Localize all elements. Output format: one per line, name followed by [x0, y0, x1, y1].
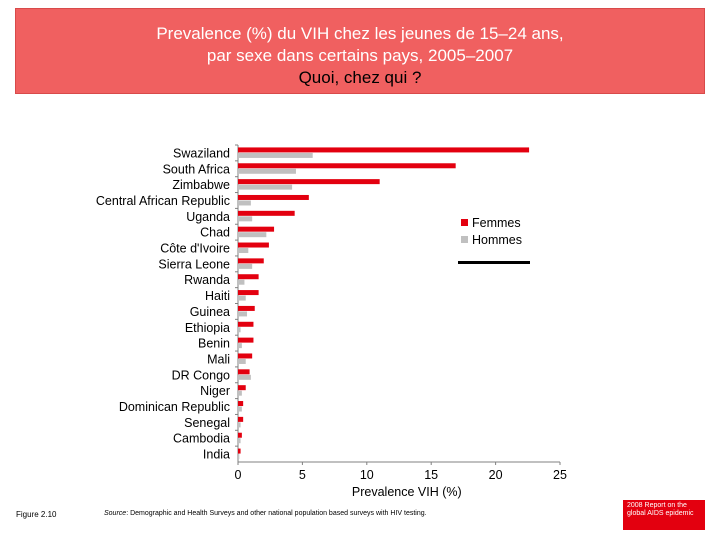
bar-hommes-1	[238, 168, 296, 174]
bar-hommes-12	[238, 343, 242, 349]
legend-label-femmes: Femmes	[472, 216, 521, 230]
chart-subtitle: Quoi, chez qui ?	[298, 68, 422, 87]
chart-title-line1: Prevalence (%) du VIH chez les jeunes de…	[156, 24, 564, 43]
bar-femmes-19	[238, 448, 241, 454]
bar-hommes-6	[238, 248, 249, 254]
bar-hommes-2	[238, 184, 293, 190]
title-banner: Prevalence (%) du VIH chez les jeunes de…	[15, 8, 705, 94]
bar-femmes-16	[238, 401, 244, 407]
category-label-18: Cambodia	[173, 432, 230, 446]
bar-femmes-14	[238, 369, 250, 375]
bar-femmes-10	[238, 305, 255, 311]
category-label-14: DR Congo	[172, 368, 230, 382]
bar-femmes-18	[238, 432, 242, 438]
bar-femmes-15	[238, 385, 246, 391]
bar-femmes-7	[238, 258, 264, 264]
bar-hommes-5	[238, 232, 267, 238]
bar-femmes-8	[238, 274, 259, 280]
bar-femmes-4	[238, 210, 295, 216]
bar-femmes-6	[238, 242, 269, 248]
bar-hommes-3	[238, 200, 251, 206]
bar-femmes-3	[238, 194, 309, 200]
category-label-11: Ethiopia	[185, 321, 230, 335]
bar-hommes-10	[238, 311, 248, 317]
x-tick-label-1: 5	[299, 468, 306, 482]
legend-label-hommes: Hommes	[472, 233, 522, 247]
chart-title-line2: par sexe dans certains pays, 2005–2007	[206, 46, 514, 65]
bar-femmes-13	[238, 353, 253, 359]
x-tick-label-3: 15	[424, 468, 438, 482]
x-axis-label: Prevalence VIH (%)	[352, 485, 462, 499]
bar-femmes-0	[238, 147, 530, 153]
bar-hommes-9	[238, 295, 246, 301]
x-tick-label-5: 25	[553, 468, 567, 482]
category-label-8: Rwanda	[184, 273, 230, 287]
category-label-2: Zimbabwe	[172, 178, 230, 192]
bar-hommes-16	[238, 406, 242, 412]
category-label-12: Benin	[198, 337, 230, 351]
category-label-4: Uganda	[186, 210, 230, 224]
category-label-3: Central African Republic	[96, 194, 230, 208]
category-label-16: Dominican Republic	[119, 400, 230, 414]
report-badge: 2008 Report on the global AIDS epidemic	[623, 500, 705, 530]
prevalence-bar-chart: Swaziland South Africa Zimbabwe Central Afr…	[96, 144, 567, 499]
category-label-17: Senegal	[184, 416, 230, 430]
category-label-9: Haiti	[205, 289, 230, 303]
category-label-6: Côte d'Ivoire	[160, 242, 230, 256]
category-label-7: Sierra Leone	[158, 257, 230, 271]
category-label-0: Swaziland	[173, 146, 230, 160]
category-label-19: India	[203, 448, 230, 462]
bar-femmes-12	[238, 337, 254, 343]
bar-hommes-17	[238, 422, 241, 428]
category-label-10: Guinea	[190, 305, 230, 319]
x-tick-label-2: 10	[360, 468, 374, 482]
bar-hommes-15	[238, 390, 242, 396]
source-note: Source: Demographic and Health Surveys a…	[104, 510, 427, 517]
bar-femmes-5	[238, 226, 275, 232]
bar-hommes-19	[238, 454, 240, 460]
category-label-5: Chad	[200, 226, 230, 240]
bar-femmes-2	[238, 179, 380, 185]
legend-swatch-hommes	[461, 236, 468, 243]
source-label: Source	[104, 510, 127, 517]
x-tick-label-4: 20	[489, 468, 503, 482]
category-label-15: Niger	[200, 384, 230, 398]
bar-hommes-14	[238, 374, 251, 380]
bar-hommes-11	[238, 327, 241, 333]
category-label-13: Mali	[207, 352, 230, 366]
bar-hommes-7	[238, 263, 253, 269]
bar-hommes-18	[238, 438, 241, 444]
category-label-1: South Africa	[163, 162, 230, 176]
figure-number: Figure 2.10	[16, 510, 57, 519]
bar-hommes-4	[238, 216, 253, 222]
bar-femmes-1	[238, 163, 456, 169]
bar-hommes-13	[238, 358, 246, 364]
source-text: : Demographic and Health Surveys and oth…	[126, 510, 427, 517]
legend-swatch-femmes	[461, 219, 468, 226]
bar-hommes-0	[238, 152, 313, 158]
legend-shadow	[458, 261, 530, 264]
x-tick-label-0: 0	[235, 468, 242, 482]
bar-femmes-11	[238, 321, 254, 327]
bar-hommes-8	[238, 279, 245, 285]
bar-femmes-9	[238, 290, 259, 296]
bar-femmes-17	[238, 416, 244, 422]
